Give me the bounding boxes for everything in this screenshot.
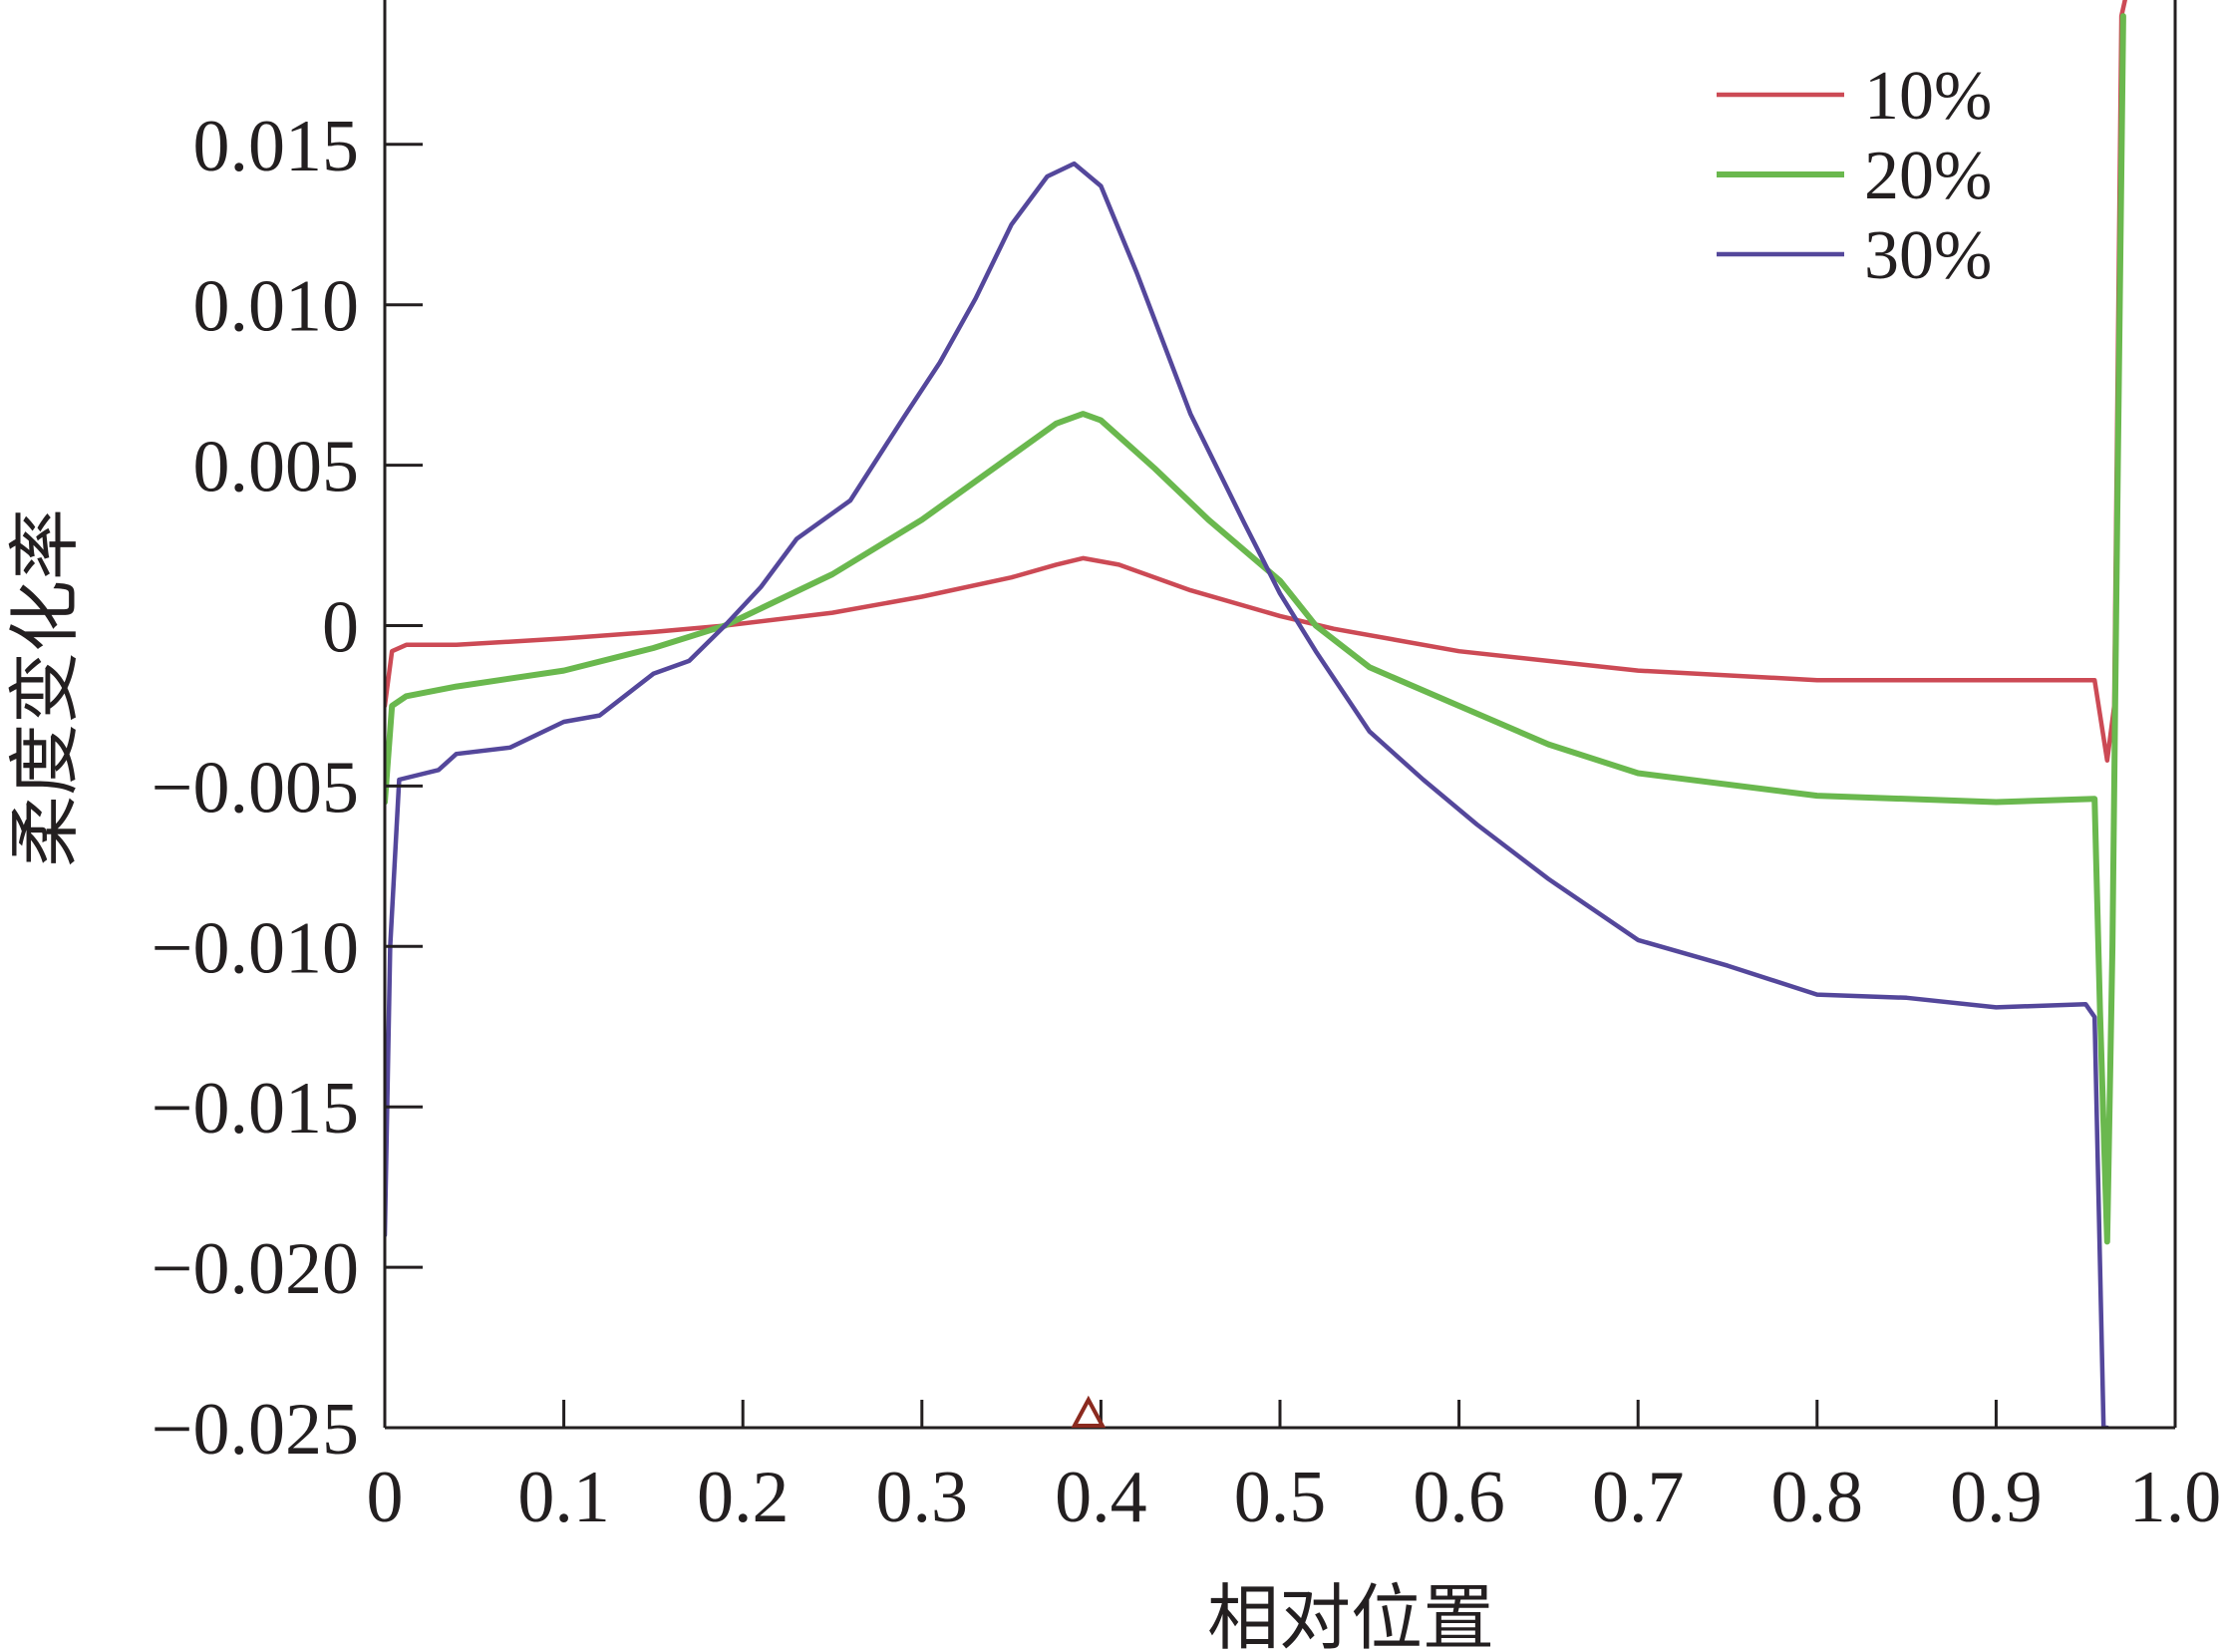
series-line-30 [385, 161, 2110, 1428]
legend: 10%20%30% [1717, 58, 1992, 294]
x-tick-label-0-7: 0.7 [1592, 1457, 1685, 1538]
y-tick-label-0-025: −0.025 [152, 1389, 359, 1471]
marker-layer [1071, 1395, 1107, 1428]
legend-label-10: 10% [1864, 58, 1992, 135]
x-tick-label-0: 0 [367, 1457, 404, 1538]
series-line-10 [385, 0, 2127, 763]
y-axis-title: 柔度变化率 [6, 508, 86, 867]
x-tick-label-0-2: 0.2 [697, 1457, 790, 1538]
x-tick-label-0-8: 0.8 [1771, 1457, 1864, 1538]
y-tick-label-0: 0 [322, 587, 359, 669]
x-tick-label-0-1: 0.1 [517, 1457, 610, 1538]
y-tick-label-0-010: 0.010 [193, 266, 360, 348]
x-tick-label-0-9: 0.9 [1950, 1457, 2043, 1538]
x-tick-label-0-3: 0.3 [876, 1457, 969, 1538]
legend-label-20: 20% [1864, 138, 1992, 214]
y-tick-label-0-015: 0.015 [193, 106, 360, 187]
x-tick-label-0-4: 0.4 [1055, 1457, 1147, 1538]
y-tick-label-0-005: 0.005 [193, 427, 360, 508]
x-axis-title: 相对位置 [1207, 1579, 1494, 1652]
y-tick-label-0-015: −0.015 [152, 1068, 359, 1150]
x-tick-label-1-0: 1.0 [2129, 1457, 2222, 1538]
y-tick-label-0-020: −0.020 [152, 1228, 359, 1310]
series-layer [385, 0, 2127, 1428]
x-tick-label-0-5: 0.5 [1234, 1457, 1327, 1538]
y-tick-label-0-005: −0.005 [152, 747, 359, 828]
ticks-layer: 0 0.1 0.2 0.3 0.4 0.5 0.6 0.7 0.8 0.9 1.0 0.015 0.01… [152, 106, 2221, 1538]
legend-label-30: 30% [1864, 217, 1992, 294]
y-tick-label-0-010: −0.010 [152, 907, 359, 989]
x-tick-label-0-6: 0.6 [1413, 1457, 1505, 1538]
damage-location-marker [1071, 1395, 1107, 1428]
series-line-20 [385, 13, 2126, 1245]
